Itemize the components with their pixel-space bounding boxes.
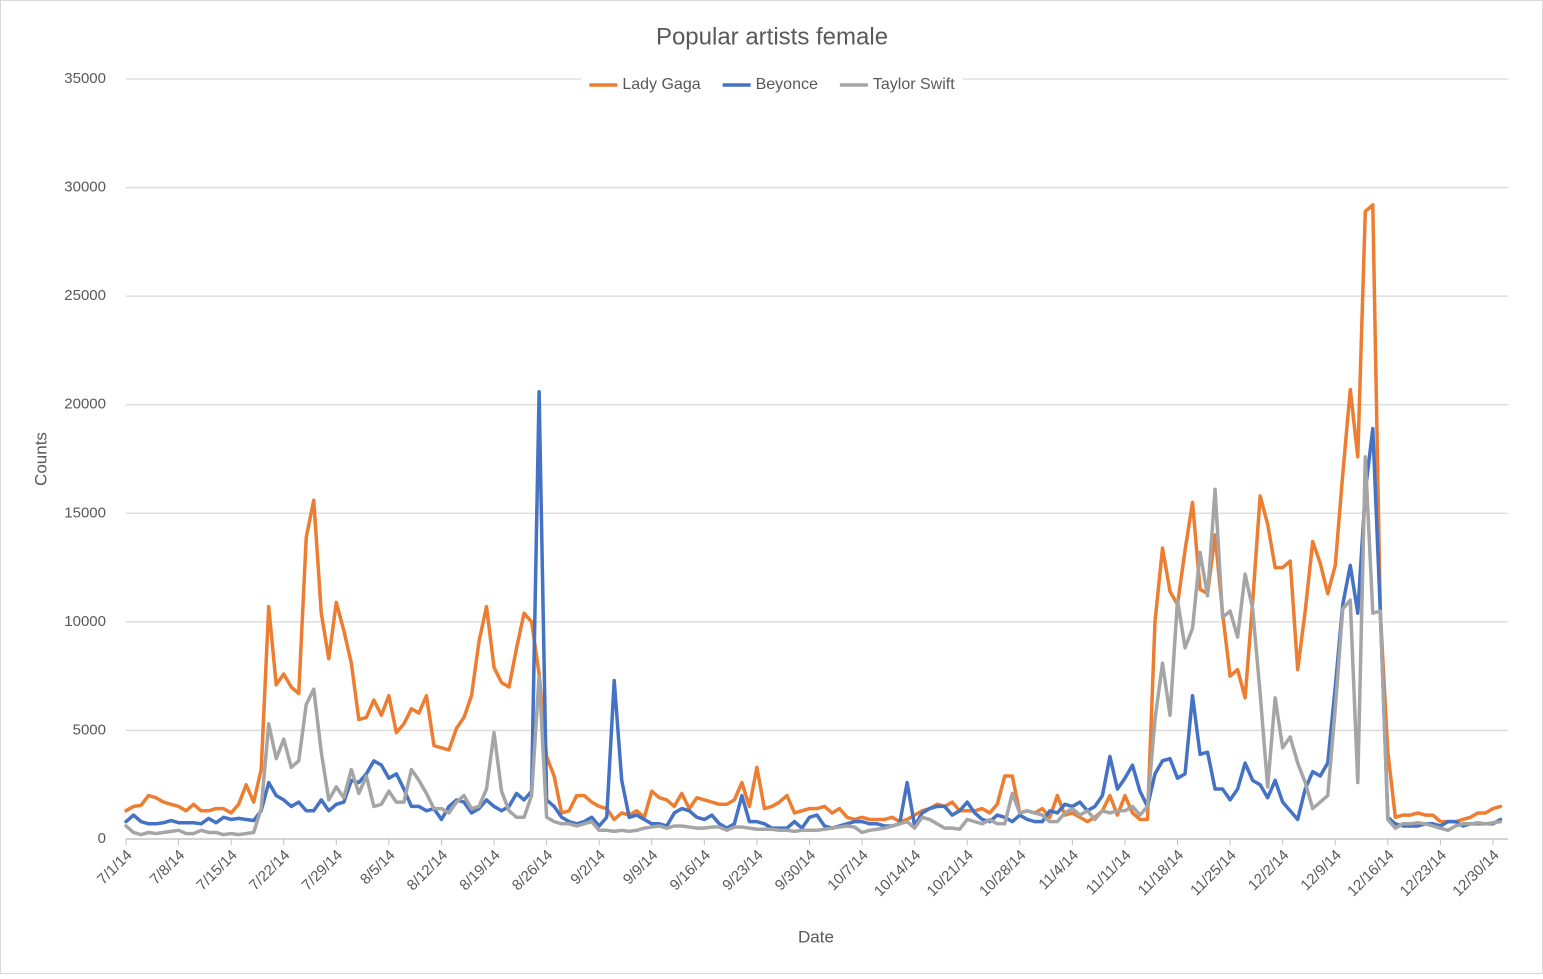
y-axis-title: Counts [31,432,50,486]
y-tick-label: 5000 [73,721,106,738]
y-tick-label: 20000 [64,396,106,413]
legend-label: Beyonce [756,76,818,93]
legend-label: Taylor Swift [873,76,955,93]
y-tick-label: 15000 [64,504,106,521]
data-line [124,455,1503,837]
y-tick-label: 0 [98,830,106,847]
y-tick-label: 10000 [64,613,106,630]
y-tick-label: 25000 [64,287,106,304]
x-axis-title: Date [798,927,834,946]
legend-label: Lady Gaga [622,76,700,93]
legend: Lady Gaga Beyonce Taylor Swift [581,70,963,100]
legend-background [581,70,963,100]
y-tick-label: 30000 [64,179,106,196]
chart-title: Popular artists female [656,23,888,50]
y-tick-label: 35000 [64,70,106,87]
data-line [124,203,1503,824]
